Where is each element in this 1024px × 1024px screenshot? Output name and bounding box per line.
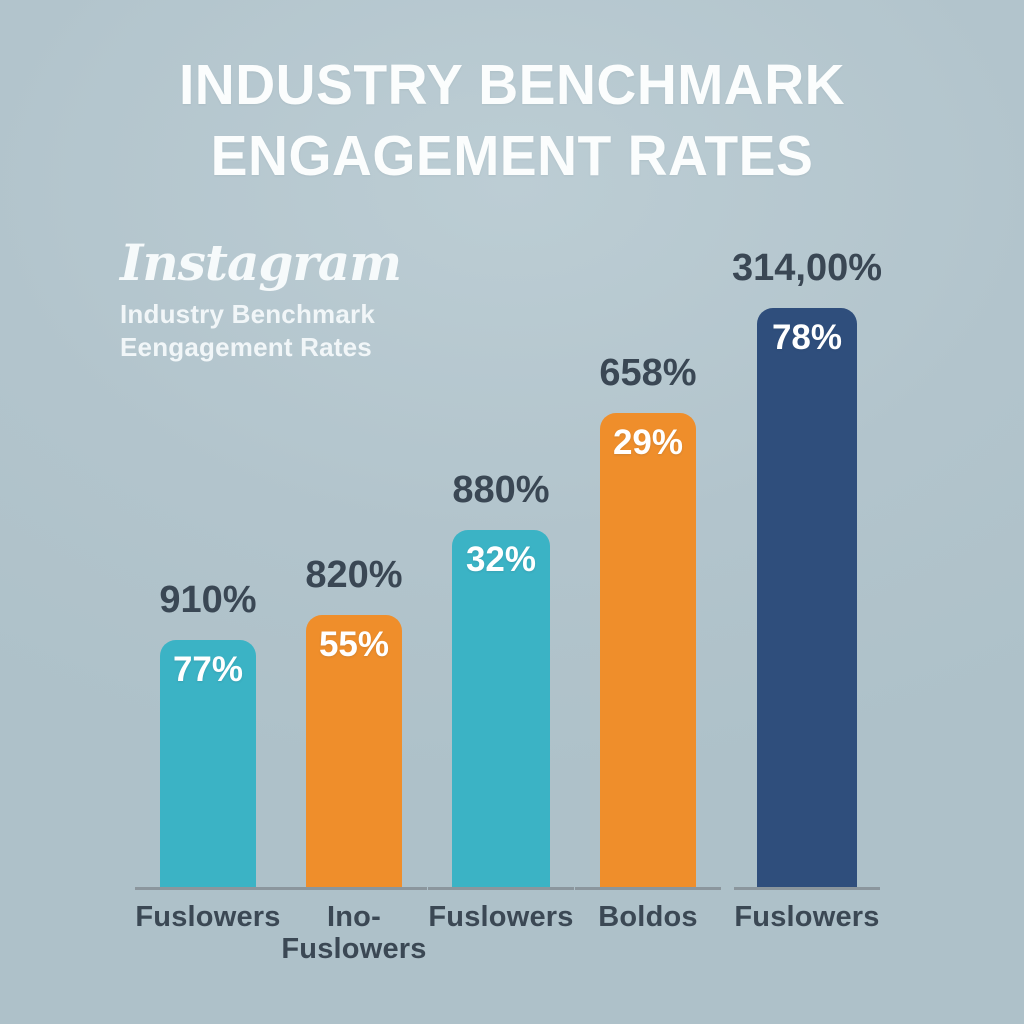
bar-inner-label: 55% — [318, 625, 390, 664]
bar: 32% — [452, 530, 550, 888]
bar-inner-label: 29% — [612, 423, 684, 462]
bar-above-label: 658% — [599, 352, 697, 394]
logo-subtitle-line2: Eengagement Rates — [120, 332, 372, 362]
instagram-wordmark: Instagram — [120, 233, 402, 292]
baseline-segment — [428, 887, 574, 890]
bar: 78% — [757, 308, 857, 888]
bar: 55% — [306, 615, 402, 888]
bar-above-label: 910% — [159, 579, 257, 621]
bar-category-label: Fuslowers — [135, 901, 281, 933]
logo-block: Instagram Industry Benchmark Eengagement… — [120, 233, 402, 364]
page-title-line1: INDUSTRY BENCHMARK — [178, 53, 846, 117]
bar-above-label: 314,00% — [731, 247, 882, 289]
baseline-segment — [281, 887, 427, 890]
logo-subtitle: Industry Benchmark Eengagement Rates — [120, 298, 401, 364]
bar-above-label: 880% — [452, 469, 550, 511]
logo-subtitle-line1: Industry Benchmark — [120, 299, 376, 329]
page-title: INDUSTRY BENCHMARK ENGAGEMENT RATES — [15, 50, 1008, 192]
baseline-segment — [734, 887, 880, 890]
baseline-segment — [135, 887, 281, 890]
bar-category-label: Fuslowers — [428, 901, 574, 933]
bar-inner-label: 32% — [465, 540, 537, 579]
bar-category-label: Fuslowers — [734, 901, 880, 933]
bar-category-label: Ino- Fuslowers — [281, 901, 427, 965]
bar-inner-label: 77% — [172, 650, 244, 689]
baseline-segment — [575, 887, 721, 890]
page-title-line2: ENGAGEMENT RATES — [210, 124, 814, 188]
bar: 29% — [600, 413, 696, 888]
bar-above-label: 820% — [305, 554, 403, 596]
bar: 77% — [160, 640, 256, 888]
bar-category-label: Boldos — [598, 901, 698, 933]
bar-inner-label: 78% — [771, 318, 843, 357]
